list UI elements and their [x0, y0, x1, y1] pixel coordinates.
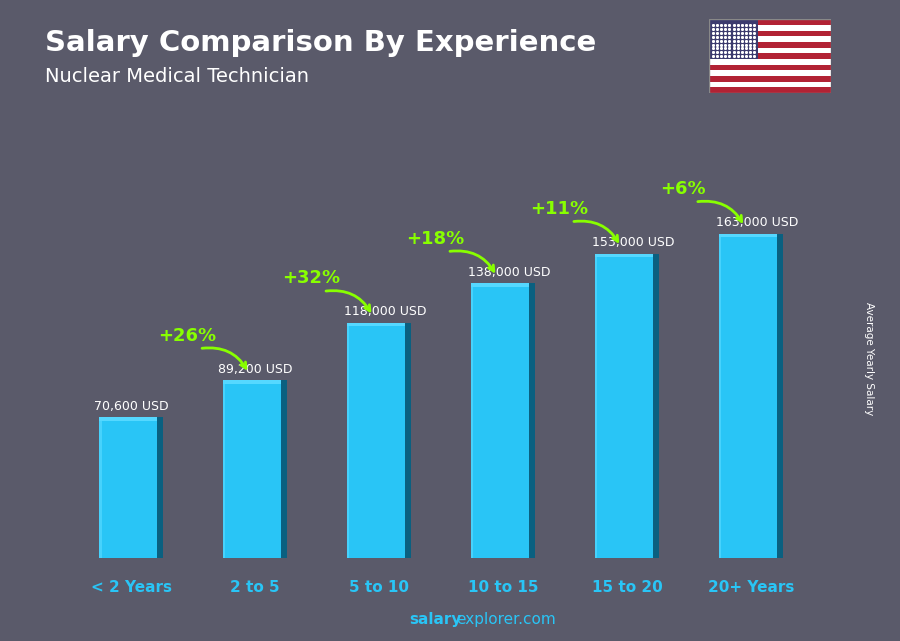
Bar: [223, 380, 281, 383]
Text: explorer.com: explorer.com: [456, 612, 556, 627]
Text: Nuclear Medical Technician: Nuclear Medical Technician: [45, 67, 309, 87]
Text: 5 to 10: 5 to 10: [349, 579, 409, 595]
Text: < 2 Years: < 2 Years: [91, 579, 172, 595]
Bar: [528, 283, 536, 558]
Bar: [471, 283, 528, 287]
Bar: [709, 25, 831, 31]
Bar: [595, 254, 598, 558]
Text: Average Yearly Salary: Average Yearly Salary: [863, 303, 874, 415]
Text: +26%: +26%: [158, 327, 216, 345]
Text: Salary Comparison By Experience: Salary Comparison By Experience: [45, 29, 596, 57]
Text: 20+ Years: 20+ Years: [707, 579, 794, 595]
Bar: [405, 323, 411, 558]
Bar: [709, 76, 831, 81]
Text: 163,000 USD: 163,000 USD: [716, 216, 798, 229]
Bar: [157, 417, 164, 558]
Bar: [718, 234, 777, 558]
Bar: [595, 254, 652, 257]
Bar: [471, 283, 473, 558]
Bar: [709, 42, 831, 47]
Text: 118,000 USD: 118,000 USD: [345, 305, 427, 319]
Bar: [595, 254, 652, 558]
Bar: [99, 417, 157, 558]
Bar: [709, 19, 758, 59]
Text: +32%: +32%: [282, 269, 340, 287]
Bar: [709, 47, 831, 53]
Bar: [709, 53, 831, 59]
Bar: [223, 380, 226, 558]
Text: 70,600 USD: 70,600 USD: [94, 399, 168, 413]
Bar: [777, 234, 783, 558]
Text: 10 to 15: 10 to 15: [468, 579, 538, 595]
Bar: [709, 65, 831, 71]
Text: 15 to 20: 15 to 20: [591, 579, 662, 595]
Bar: [346, 323, 405, 326]
Bar: [346, 323, 405, 558]
Bar: [709, 59, 831, 65]
Text: 89,200 USD: 89,200 USD: [218, 363, 292, 376]
Text: +18%: +18%: [406, 229, 464, 247]
Text: +6%: +6%: [660, 180, 706, 198]
Bar: [346, 323, 349, 558]
Bar: [281, 380, 287, 558]
Bar: [99, 417, 157, 420]
Bar: [709, 81, 831, 87]
Bar: [709, 87, 831, 93]
Bar: [709, 19, 831, 25]
Bar: [652, 254, 659, 558]
Bar: [223, 380, 281, 558]
Bar: [718, 234, 777, 237]
Bar: [709, 31, 831, 37]
Text: 138,000 USD: 138,000 USD: [468, 265, 551, 279]
Text: 153,000 USD: 153,000 USD: [592, 236, 675, 249]
Text: salary: salary: [410, 612, 462, 627]
Bar: [709, 71, 831, 76]
Bar: [718, 234, 721, 558]
Bar: [99, 417, 102, 558]
Text: 2 to 5: 2 to 5: [230, 579, 280, 595]
Bar: [471, 283, 528, 558]
Text: +11%: +11%: [530, 200, 588, 218]
Bar: [709, 37, 831, 42]
